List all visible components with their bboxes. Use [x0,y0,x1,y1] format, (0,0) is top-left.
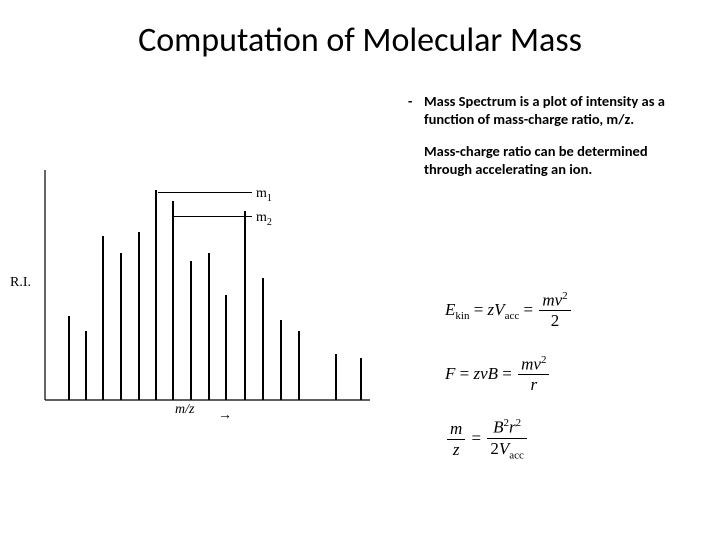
spectrum-bar [120,253,122,400]
spectrum-bar [172,201,174,401]
peak-leader [174,216,252,217]
description-p1: Mass Spectrum is a plot of intensity as … [424,92,698,128]
spectrum-bar [360,358,362,400]
peak-label: m1 [256,186,272,204]
chart-xlabel: m/z [175,402,194,418]
spectrum-bar [262,278,264,400]
spectrum-bar [68,316,70,400]
spectrum-bar [190,261,192,400]
equation-mz: m z = B2r2 2Vacc [445,417,695,462]
spectrum-bar [225,295,227,400]
chart-axes [40,150,380,420]
peak-leader [158,192,252,193]
equation-ekin: Ekin = zVacc = mv2 2 [445,290,695,332]
spectrum-bar [208,253,210,400]
chart-xarrow: → [218,408,232,424]
page-title: Computation of Molecular Mass [0,20,720,61]
peak-label: m2 [256,210,272,228]
spectrum-bar [102,236,104,400]
bullet-dash: - [408,92,424,193]
spectrum-bar [335,354,337,400]
equations-block: Ekin = zVacc = mv2 2 F = zvB = mv2 r m z [445,290,695,484]
mass-spectrum-chart: R.I. m1m2 m/z → [40,150,380,420]
spectrum-bar [85,331,87,400]
chart-ylabel: R.I. [10,275,31,291]
description-p2: Mass-charge ratio can be determined thro… [424,142,698,178]
spectrum-bar [155,190,157,400]
equation-force: F = zvB = mv2 r [445,354,695,396]
spectrum-bar [298,331,300,400]
description-block: - Mass Spectrum is a plot of intensity a… [408,92,698,193]
spectrum-bar [244,211,246,400]
spectrum-bar [138,232,140,400]
spectrum-bar [280,320,282,400]
